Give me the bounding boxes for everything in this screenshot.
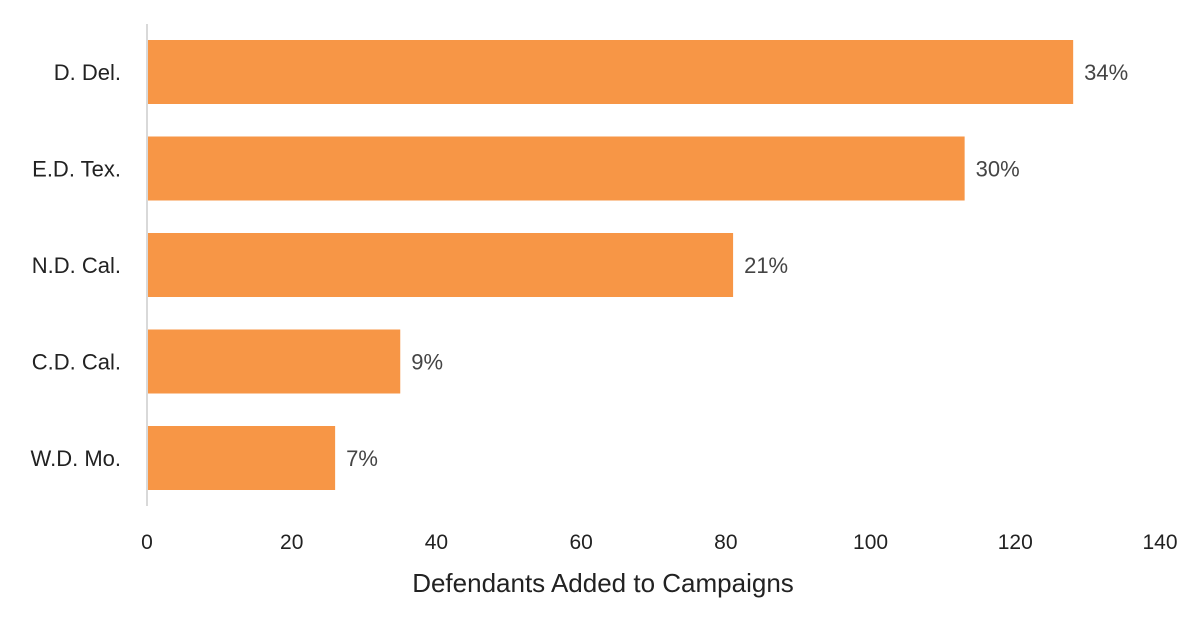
data-label: 9% (411, 350, 443, 375)
bar-3 (147, 330, 400, 394)
data-label: 7% (346, 446, 378, 471)
x-tick-label: 100 (853, 531, 888, 554)
x-tick-label: 80 (714, 531, 737, 554)
bar-1 (147, 137, 965, 201)
data-label: 21% (744, 253, 788, 278)
category-label: W.D. Mo. (31, 446, 121, 471)
category-label: D. Del. (54, 60, 121, 85)
data-label: 34% (1084, 60, 1128, 85)
x-tick-label: 0 (141, 531, 153, 554)
x-axis-ticks: 0 20 40 60 80 100 120 140 (141, 531, 1177, 554)
data-label: 30% (976, 157, 1020, 182)
bars-layer (147, 40, 1073, 490)
x-tick-label: 60 (569, 531, 592, 554)
x-tick-label: 40 (425, 531, 448, 554)
category-label: C.D. Cal. (32, 350, 121, 375)
x-axis-title: Defendants Added to Campaigns (412, 568, 794, 598)
x-tick-label: 120 (998, 531, 1033, 554)
x-tick-label: 20 (280, 531, 303, 554)
bar-0 (147, 40, 1073, 104)
bar-4 (147, 426, 335, 490)
category-label: N.D. Cal. (32, 253, 121, 278)
category-label: E.D. Tex. (32, 157, 121, 182)
bar-2 (147, 233, 733, 297)
x-tick-label: 140 (1142, 531, 1177, 554)
